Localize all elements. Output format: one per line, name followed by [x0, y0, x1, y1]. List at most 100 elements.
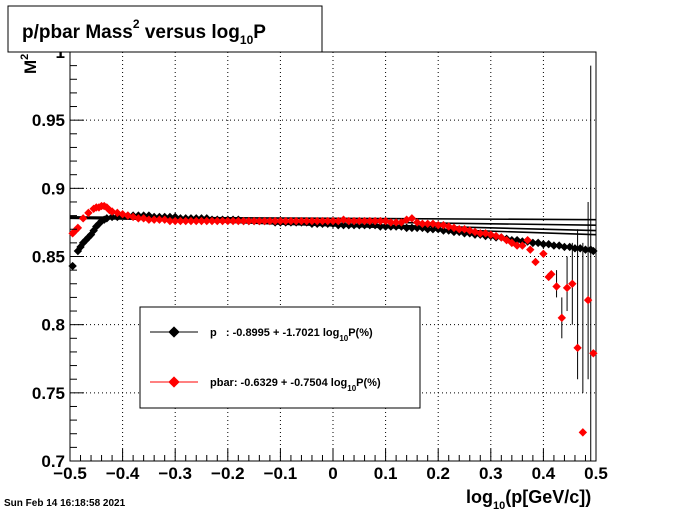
y-axis-label-main: M — [21, 60, 40, 74]
title-box — [7, 5, 323, 53]
point-pbar — [297, 216, 306, 226]
x-axis-label-main: log — [466, 487, 493, 507]
point-p — [402, 223, 411, 233]
point-pbar — [589, 349, 598, 358]
axis-ticks: −0.5 −0.4 −0.3 −0.2 −0.1 0 0.1 0.2 0.3 0.4 0.5 0.7 0… — [32, 43, 608, 483]
legend-marker-pbar — [168, 376, 180, 388]
title-main: p/pbar Mass — [22, 22, 133, 43]
point-p — [76, 242, 85, 252]
point-p — [554, 241, 564, 250]
point-pbar — [531, 257, 540, 267]
x-tick-label: 0 — [328, 464, 337, 483]
point-pbar — [583, 295, 593, 305]
point-p — [78, 238, 88, 248]
x-tick-label: 0.3 — [479, 464, 503, 483]
point-pbar — [73, 223, 83, 233]
legend-label-p-tail: P(%) — [348, 327, 373, 339]
point-pbar — [573, 343, 582, 353]
point-pbar — [192, 216, 201, 226]
point-pbar — [144, 215, 154, 224]
y-tick-label: 0.75 — [32, 384, 65, 403]
point-pbar — [134, 214, 143, 223]
point-pbar — [265, 216, 275, 226]
point-pbar — [276, 216, 285, 226]
x-tick-label: −0.2 — [211, 464, 245, 483]
legend-label-pbar: pbar: -0.6329 + -0.7504 log10P(%) — [210, 377, 381, 393]
legend-label-pbar-subscript: 10 — [347, 384, 356, 393]
point-pbar — [313, 216, 322, 226]
x-tick-label: 0.5 — [584, 464, 608, 483]
legend-label-p-subscript: 10 — [339, 334, 348, 343]
point-pbar — [344, 216, 353, 226]
point-pbar — [518, 241, 527, 250]
point-p — [576, 244, 585, 253]
chart-title: p/pbar Mass2 versus log10P — [22, 17, 266, 47]
point-pbar — [270, 216, 280, 226]
point-p — [570, 244, 580, 253]
point-p — [376, 222, 385, 231]
point-pbar — [318, 216, 327, 226]
point-pbar — [260, 216, 269, 226]
point-pbar — [78, 214, 88, 223]
point-p — [68, 261, 77, 271]
point-pbar — [176, 216, 185, 226]
point-pbar — [539, 249, 548, 258]
point-pbar — [434, 220, 443, 230]
y-tick-label: 0.85 — [32, 248, 65, 267]
point-pbar — [223, 216, 232, 226]
x-tick-label: 0.1 — [374, 464, 398, 483]
error-bars — [556, 65, 592, 461]
point-pbar — [244, 216, 254, 226]
point-p — [565, 242, 574, 252]
point-pbar — [423, 219, 432, 228]
y-tick-label: 0.95 — [32, 111, 65, 130]
x-axis-label-subscript: 10 — [493, 500, 505, 512]
legend-label-p-main: p : -0.8995 + -1.7021 log — [210, 327, 339, 339]
point-p — [549, 241, 559, 250]
title-superscript: 2 — [133, 17, 140, 31]
legend: p : -0.8995 + -1.7021 log10P(%) pbar: -0… — [139, 306, 421, 409]
legend-label-p: p : -0.8995 + -1.7021 log10P(%) — [210, 327, 373, 343]
point-pbar — [365, 216, 375, 226]
point-pbar — [286, 216, 296, 226]
point-pbar — [218, 216, 227, 226]
point-pbar — [391, 218, 401, 227]
point-p — [439, 226, 448, 235]
point-p — [423, 225, 432, 234]
title-subscript: 10 — [240, 33, 254, 47]
point-p — [381, 222, 390, 231]
point-pbar — [197, 216, 206, 226]
point-pbar — [302, 216, 311, 226]
y-axis-label-superscript: 2 — [19, 54, 31, 60]
point-pbar — [507, 238, 517, 248]
point-p — [94, 219, 104, 228]
point-pbar — [557, 313, 567, 323]
point-pbar — [171, 216, 180, 226]
point-pbar — [455, 225, 464, 234]
point-pbar — [228, 216, 238, 226]
point-pbar — [460, 225, 469, 234]
point-pbar — [376, 216, 385, 226]
legend-label-pbar-main: pbar: -0.6329 + -0.7504 log — [210, 377, 347, 389]
point-pbar — [207, 216, 217, 226]
x-axis-label: log10(p[GeV/c]) — [466, 487, 591, 512]
point-pbar — [578, 428, 588, 437]
point-pbar — [386, 218, 396, 227]
x-tick-label: −0.1 — [264, 464, 298, 483]
point-pbar — [149, 215, 159, 224]
point-pbar — [523, 235, 532, 245]
point-p — [581, 245, 590, 254]
point-pbar — [568, 279, 577, 288]
point-pbar — [239, 216, 248, 226]
point-pbar — [512, 241, 522, 250]
title-middle: versus log — [140, 22, 240, 43]
point-pbar — [68, 229, 77, 238]
point-pbar — [428, 219, 438, 228]
point-pbar — [476, 229, 485, 238]
y-tick-label: 0.9 — [41, 179, 65, 198]
point-pbar — [281, 216, 290, 226]
y-tick-label: 0.8 — [41, 316, 65, 335]
point-pbar — [255, 216, 264, 226]
point-pbar — [213, 216, 222, 226]
